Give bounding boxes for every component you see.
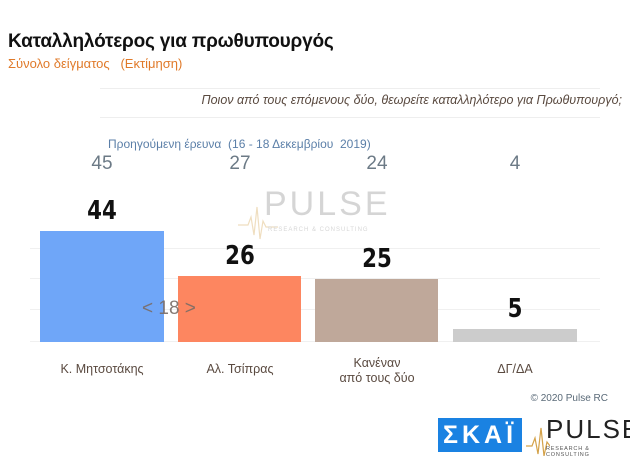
pulse-wave-icon — [238, 206, 278, 240]
survey-question: Ποιον από τους επόμενους δύο, θεωρείτε κ… — [201, 93, 622, 107]
value-label-dkna: 5 — [507, 294, 523, 324]
divider — [100, 88, 600, 89]
chart-title: Καταλληλότερος για πρωθυπουργός — [8, 31, 334, 52]
previous-value-neither: 24 — [366, 153, 388, 174]
gridline — [30, 248, 600, 249]
previous-value-dkna: 4 — [509, 153, 521, 174]
value-label-tsipras: 26 — [225, 241, 255, 271]
bar-tsipras — [178, 276, 301, 342]
previous-value-mitsotakis: 45 — [91, 153, 113, 174]
value-label-mitsotakis: 44 — [87, 196, 117, 226]
category-label-dkna: ΔΓ/ΔΑ — [497, 362, 533, 376]
bar-neither — [315, 279, 438, 342]
skai-logo: ΣΚΑΪ — [438, 418, 522, 452]
bar-mitsotakis — [40, 231, 164, 342]
pulse-wave-icon — [526, 427, 550, 456]
bar-dkna — [453, 329, 577, 342]
page-navigation[interactable]: < 18 > — [142, 298, 196, 319]
copyright: © 2020 Pulse RC — [530, 393, 608, 404]
chart-subtitle: Σύνολο δείγματος (Εκτίμηση) — [8, 56, 183, 71]
previous-value-tsipras: 27 — [229, 153, 251, 174]
pulse-watermark: PULSE RESEARCH & CONSULTING — [238, 185, 388, 241]
divider — [100, 117, 600, 118]
category-label-neither: Κανέναν από τους δύο — [339, 356, 415, 385]
category-label-tsipras: Αλ. Τσίπρας — [206, 362, 274, 376]
gridline — [30, 278, 600, 279]
value-label-neither: 25 — [362, 244, 392, 274]
category-label-mitsotakis: Κ. Μητσοτάκης — [60, 362, 144, 376]
pulse-logo: PULSE RESEARCH & CONSULTING — [526, 414, 630, 458]
previous-survey-label: Προηγούμενη έρευνα (16 - 18 Δεκεμβρίου 2… — [108, 137, 371, 151]
